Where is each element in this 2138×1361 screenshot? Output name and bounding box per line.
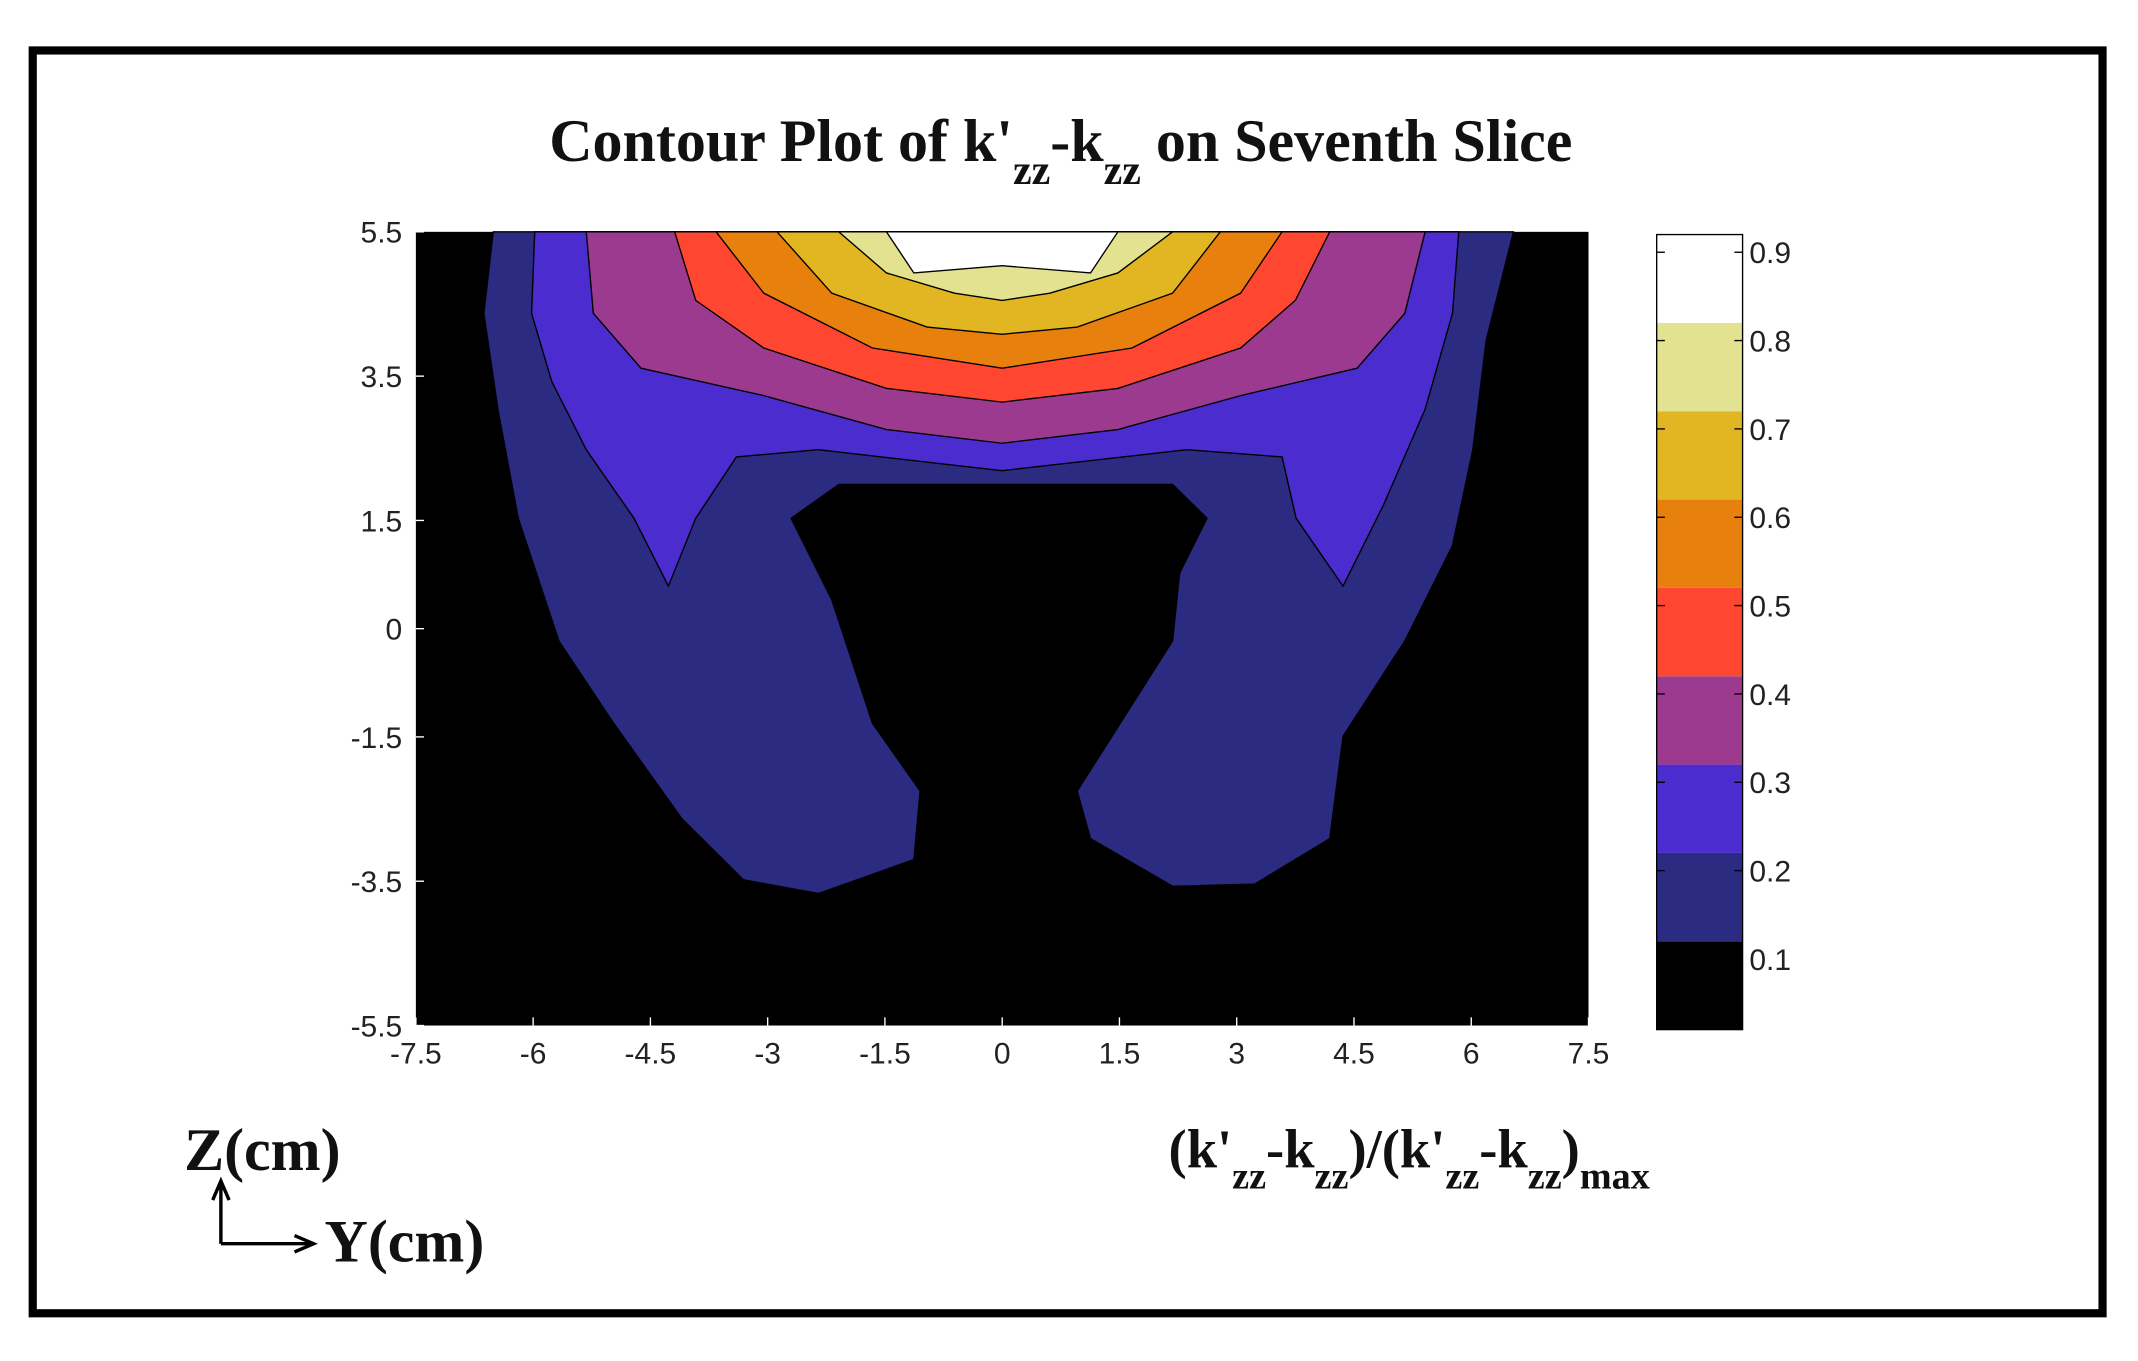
- colorbar-tick-label: 0.7: [1749, 414, 1791, 447]
- subscript: zz: [1315, 1155, 1349, 1197]
- colorbar-tick-label: 0.3: [1749, 767, 1791, 800]
- text-part: (k': [1169, 1118, 1233, 1179]
- y-tick-label: -5.5: [351, 1010, 403, 1043]
- colorbar-band: [1656, 587, 1743, 677]
- colorbar-tick-label: 0.9: [1749, 237, 1791, 270]
- chart-title: Contour Plot of k'zz-kzz on Seventh Slic…: [549, 108, 1572, 194]
- colorbar-tick-label: 0.4: [1749, 679, 1791, 712]
- x-tick-label: 3: [1228, 1038, 1245, 1071]
- colorbar-band: [1656, 676, 1743, 765]
- y-tick-label: 0: [386, 614, 403, 647]
- y-axis-label: Z(cm): [184, 1117, 341, 1183]
- colorbar-tick-label: 0.5: [1749, 590, 1791, 623]
- colorbar-tick-label: 0.1: [1749, 944, 1791, 977]
- colorbar-band: [1656, 852, 1743, 942]
- subscript: zz: [1445, 1155, 1479, 1197]
- text-part: -k: [1266, 1118, 1315, 1179]
- colorbar-band: [1656, 941, 1743, 1030]
- text-part: -k: [1479, 1118, 1528, 1179]
- x-tick-label: -4.5: [625, 1038, 677, 1071]
- x-axis-label: Y(cm): [325, 1208, 485, 1274]
- text-part: -k: [1050, 108, 1104, 174]
- colorbar-tick-label: 0.2: [1749, 856, 1791, 889]
- x-tick-label: -7.5: [390, 1038, 442, 1071]
- axis-arrow: [211, 1176, 318, 1254]
- contour-region: [885, 231, 1120, 274]
- colorbar-band: [1656, 234, 1743, 323]
- colorbar-tick-label: 0.6: [1749, 502, 1791, 535]
- colorbar-band: [1656, 322, 1743, 412]
- colorbar-band: [1656, 499, 1743, 588]
- x-tick-label: 0: [994, 1038, 1011, 1071]
- subscript: max: [1580, 1155, 1650, 1197]
- x-tick-label: -3: [754, 1038, 781, 1071]
- x-tick-label: 7.5: [1568, 1038, 1610, 1071]
- x-tick-label: 6: [1463, 1038, 1480, 1071]
- y-tick-label: -3.5: [351, 866, 403, 899]
- colorbar-tick-label: 0.8: [1749, 325, 1791, 358]
- y-tick-label: 1.5: [361, 505, 403, 538]
- y-tick-label: -1.5: [351, 722, 403, 755]
- subscript: zz: [1013, 148, 1050, 194]
- text-part: )/(k': [1348, 1118, 1445, 1179]
- plot-area: [415, 231, 1589, 1026]
- text-part: ): [1562, 1118, 1580, 1179]
- text-part: Contour Plot of k': [549, 108, 1013, 174]
- colorbar-frame: [1655, 233, 1744, 1031]
- subscript: zz: [1104, 148, 1141, 194]
- subscript: zz: [1528, 1155, 1562, 1197]
- text-part: on Seventh Slice: [1141, 108, 1573, 174]
- y-tick-label: 3.5: [361, 361, 403, 394]
- colorbar-label: (k'zz-kzz)/(k'zz-kzz)max: [1169, 1118, 1650, 1197]
- y-tick-label: 5.5: [361, 217, 403, 250]
- x-tick-label: -1.5: [859, 1038, 911, 1071]
- x-tick-label: 1.5: [1099, 1038, 1141, 1071]
- colorbar-band: [1656, 411, 1743, 500]
- x-tick-label: 4.5: [1333, 1038, 1375, 1071]
- subscript: zz: [1232, 1155, 1266, 1197]
- x-tick-label: -6: [520, 1038, 547, 1071]
- colorbar-band: [1656, 764, 1743, 853]
